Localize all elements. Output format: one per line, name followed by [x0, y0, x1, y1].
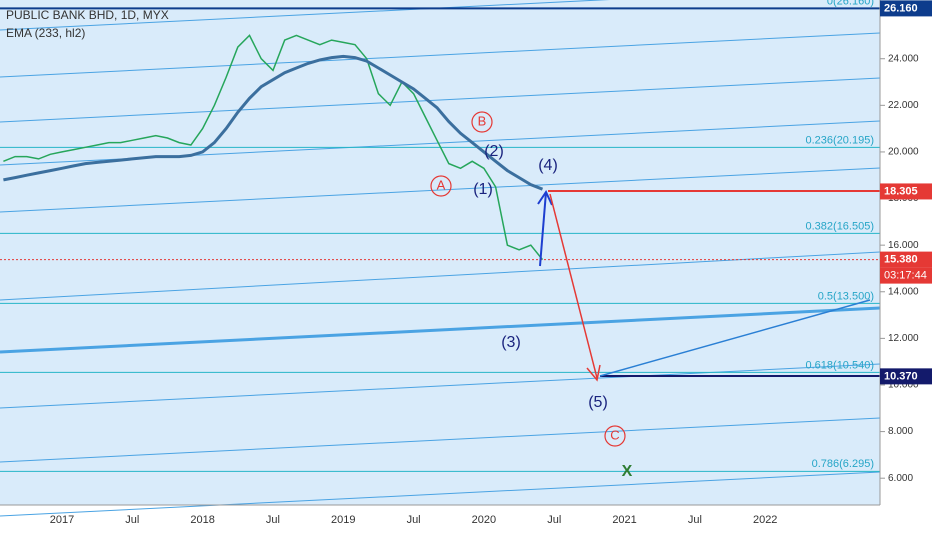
fib-label: 0.236(20.195): [806, 134, 875, 146]
series-line: [3, 54, 544, 191]
wave-label: (4): [538, 157, 558, 174]
channel-line: [0, 363, 881, 409]
fib-label: 0(26.160): [827, 0, 874, 7]
x-tick-label: Jul: [407, 514, 421, 526]
x-tick-label: 2018: [190, 514, 214, 526]
series-layer: 0(26.160) 0.236(20.195) 0.382(16.505) 0.5(1…: [0, 0, 880, 480]
y-tick-label: 10.000: [888, 380, 919, 391]
price-tag-label: 10.370: [884, 370, 918, 382]
price-tag: [880, 183, 932, 200]
wave-label: (3): [501, 334, 521, 351]
y-tick-label: 20.000: [888, 147, 919, 158]
plot-background: [0, 0, 880, 505]
x-tick-label: Jul: [688, 514, 702, 526]
indicator-label: EMA (233, hl2): [6, 26, 85, 40]
x-tick-label: Jul: [266, 514, 280, 526]
y-tick-label: 22.000: [888, 100, 919, 111]
channel-line: [0, 417, 881, 463]
price-tag: [880, 0, 932, 17]
countdown: 03:17:44: [884, 270, 927, 282]
x-tick-label: 2021: [612, 514, 636, 526]
x-tick-label: 2017: [50, 514, 74, 526]
chart-title: PUBLIC BANK BHD, 1D, MYX: [6, 8, 169, 22]
projection: [537, 189, 880, 382]
y-tick-label: 24.000: [888, 53, 919, 64]
x-tick-label: 2019: [331, 514, 355, 526]
annotation-circle: [430, 175, 452, 197]
y-tick-label: 6.000: [888, 473, 913, 484]
price-tag-label: 15.380: [884, 254, 918, 266]
fib-label: 0.382(16.505): [806, 220, 875, 232]
annotation-circle: [604, 425, 626, 447]
wave-label: (1): [473, 181, 493, 198]
wave-label: A: [437, 177, 446, 192]
arrow: [549, 193, 598, 379]
fib-label: 0.786(6.295): [812, 458, 874, 470]
arrow-head: [586, 364, 601, 382]
y-tick-label: 12.000: [888, 333, 919, 344]
y-tick-label: 8.000: [888, 426, 913, 437]
countdown-box: [880, 267, 932, 284]
series-line: [3, 34, 544, 261]
wave-label: B: [478, 113, 487, 128]
channel-line-main: [0, 306, 881, 354]
price-tag: [880, 251, 932, 268]
price-tag-label: 18.305: [884, 185, 918, 197]
price-tag: [880, 368, 932, 385]
x-tick-label: 2020: [472, 514, 496, 526]
y-tick-label: 14.000: [888, 286, 919, 297]
wave-label: X: [622, 463, 633, 480]
price-tag-label: 26.160: [884, 2, 918, 14]
arrow-head: [537, 189, 553, 206]
arrow: [539, 191, 547, 267]
wave-label: C: [610, 427, 619, 442]
channel-line: [0, 77, 881, 123]
trend-line: [599, 299, 871, 377]
channel-line: [0, 167, 881, 213]
fib-label: 0.618(10.540): [806, 359, 875, 371]
x-tick-label: Jul: [547, 514, 561, 526]
channel-line: [0, 471, 881, 517]
wave-label: (2): [484, 143, 504, 160]
x-tick-label: 2022: [753, 514, 777, 526]
fib-label: 0.5(13.500): [818, 290, 874, 302]
wave-label: (5): [588, 394, 608, 411]
x-tick-label: Jul: [125, 514, 139, 526]
y-tick-label: 16.000: [888, 240, 919, 251]
annotation-circle: [471, 111, 493, 133]
channel-line: [0, 32, 881, 78]
